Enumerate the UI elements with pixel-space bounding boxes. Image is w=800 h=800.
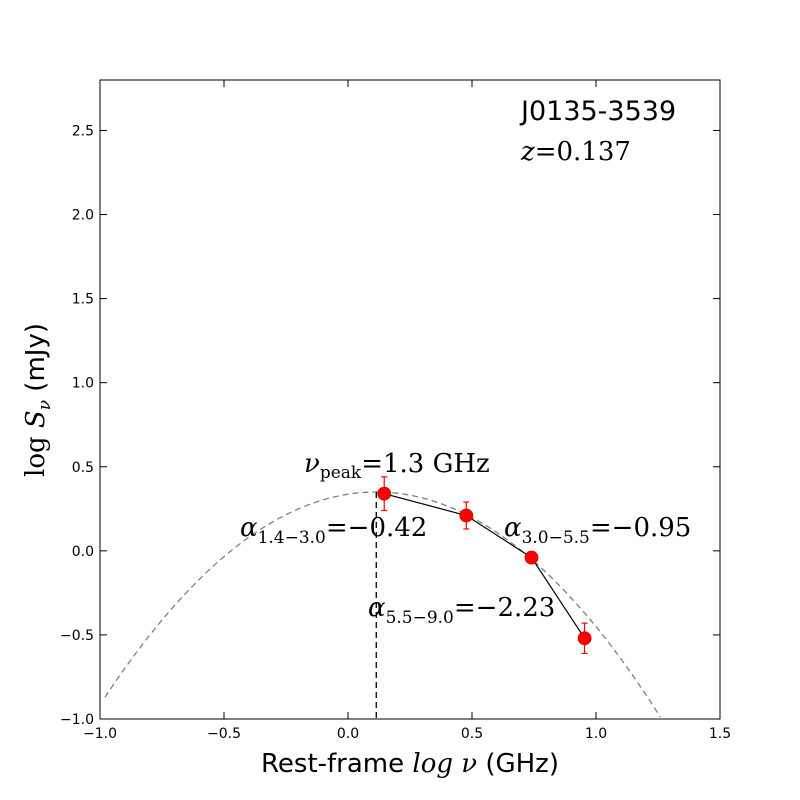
- x-axis-label-math: log ν: [412, 749, 477, 779]
- x-axis-label-prefix: Rest-frame: [261, 749, 412, 779]
- alpha-1-annotation: α1.4−3.0=−0.42: [240, 513, 427, 548]
- y-tick-label: 2.5: [72, 123, 94, 139]
- x-axis-label-suffix: (GHz): [477, 749, 559, 779]
- plot-frame: [99, 79, 721, 720]
- peak-subscript: peak: [320, 463, 362, 483]
- alpha-2-subscript: 3.0−5.5: [522, 528, 590, 548]
- data-point: [377, 486, 392, 501]
- x-tick-label: −0.5: [207, 726, 241, 742]
- y-tick-label: 0.5: [72, 460, 94, 476]
- data-point: [524, 550, 539, 565]
- y-tick-label: 1.0: [72, 376, 94, 392]
- y-tick-label: 0.0: [72, 544, 94, 560]
- alpha-1-symbol: α: [240, 513, 258, 543]
- data-point: [577, 631, 592, 646]
- alpha-2-value: =−0.95: [590, 513, 691, 543]
- redshift-value: 0.137: [557, 137, 631, 167]
- alpha-3-symbol: α: [368, 593, 386, 623]
- x-tick-label: 0.5: [461, 726, 483, 742]
- redshift-symbol: z: [520, 137, 535, 167]
- source-name: J0135-3539: [519, 96, 676, 127]
- y-tick-label: −1.0: [60, 712, 94, 728]
- x-tick-label: 0.0: [337, 726, 359, 742]
- plot-area: [100, 80, 720, 719]
- alpha-3-value: =−2.23: [454, 593, 555, 623]
- y-tick-label: 2.0: [72, 208, 94, 224]
- x-axis-label: Rest-frame log ν (GHz): [261, 749, 559, 779]
- peak-value: =1.3 GHz: [361, 449, 490, 479]
- y-axis-label-suffix: (mJy): [21, 323, 51, 400]
- x-ticks: −1.0 −0.5 0.0 0.5 1.0 1.5: [83, 80, 731, 742]
- y-tick-label: 1.5: [72, 292, 94, 308]
- y-tick-label: −0.5: [60, 628, 94, 644]
- y-axis-label: log Sν (mJy): [21, 323, 55, 477]
- redshift-label: z=0.137: [520, 137, 631, 167]
- data-point: [459, 508, 474, 523]
- peak-annotation: νpeak=1.3 GHz: [304, 449, 490, 483]
- measurement-layer: [377, 476, 592, 655]
- peak-symbol: ν: [304, 449, 320, 479]
- x-tick-label: −1.0: [83, 726, 117, 742]
- alpha-3-subscript: 5.5−9.0: [386, 608, 454, 628]
- alpha-3-annotation: α5.5−9.0=−2.23: [368, 593, 555, 628]
- y-axis-label-prefix: log: [21, 428, 51, 477]
- y-axis-label-math: S: [21, 410, 51, 428]
- x-tick-label: 1.5: [709, 726, 731, 742]
- alpha-1-value: =−0.42: [326, 513, 427, 543]
- alpha-1-subscript: 1.4−3.0: [258, 528, 326, 548]
- connecting-line: [384, 493, 586, 639]
- y-axis-label-sub: ν: [35, 400, 55, 410]
- x-tick-label: 1.0: [585, 726, 607, 742]
- y-ticks: −1.0 −0.5 0.0 0.5 1.0 1.5 2.0 2.5: [60, 123, 720, 728]
- alpha-2-symbol: α: [504, 513, 522, 543]
- alpha-2-annotation: α3.0−5.5=−0.95: [504, 513, 691, 548]
